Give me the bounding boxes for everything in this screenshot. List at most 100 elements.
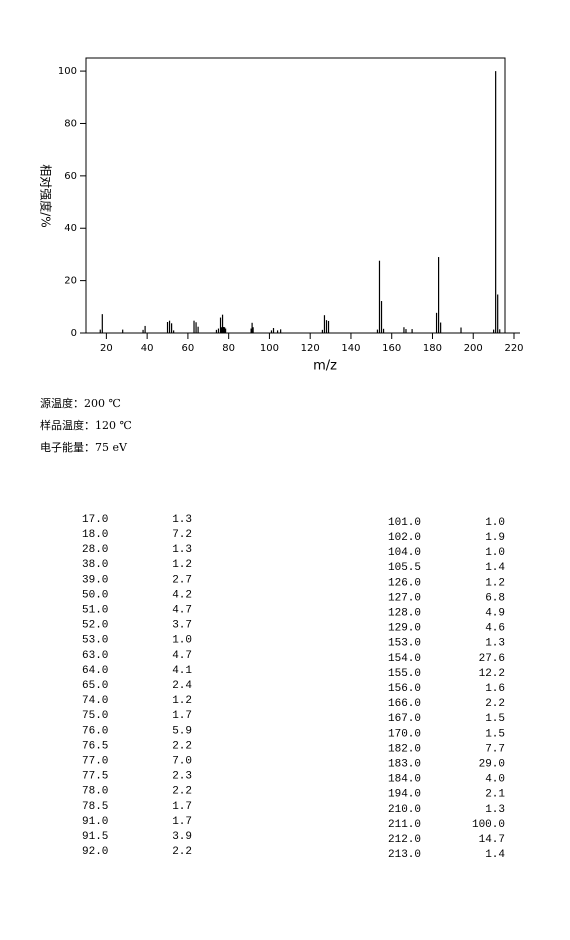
intensity-cell: 4.1 — [172, 665, 192, 677]
intensity-cell: 12.2 — [479, 668, 505, 680]
intensity-cell: 1.3 — [172, 514, 192, 526]
intensity-cell: 1.3 — [485, 804, 505, 816]
mass-cell: 183.0 — [388, 759, 421, 771]
mass-cell: 167.0 — [388, 713, 421, 725]
x-tick-label: 160 — [382, 343, 401, 354]
mass-cell: 213.0 — [388, 849, 421, 861]
mass-cell: 91.0 — [82, 816, 108, 828]
condition: 电子能量：75 eV — [40, 440, 128, 454]
x-axis-label: m/z — [313, 359, 337, 374]
intensity-cell: 2.2 — [485, 698, 505, 710]
intensity-cell: 7.0 — [172, 756, 192, 768]
intensity-cell: 1.2 — [172, 695, 192, 707]
mass-cell: 211.0 — [388, 819, 421, 831]
x-tick-label: 60 — [182, 343, 195, 354]
mass-cell: 166.0 — [388, 698, 421, 710]
mass-cell: 126.0 — [388, 577, 421, 589]
y-tick-label: 100 — [58, 66, 77, 77]
x-tick-label: 120 — [301, 343, 320, 354]
intensity-cell: 1.5 — [485, 713, 505, 725]
mass-cell: 65.0 — [82, 680, 108, 692]
mass-cell: 51.0 — [82, 605, 108, 617]
intensity-cell: 4.2 — [172, 589, 192, 601]
condition: 源温度：200 ℃ — [40, 396, 121, 410]
mass-cell: 212.0 — [388, 834, 421, 846]
mass-cell: 184.0 — [388, 774, 421, 786]
mass-cell: 127.0 — [388, 592, 421, 604]
mass-cell: 101.0 — [388, 517, 421, 529]
intensity-cell: 2.2 — [172, 786, 192, 798]
intensity-cell: 1.4 — [485, 562, 505, 574]
x-tick-label: 100 — [260, 343, 279, 354]
mass-cell: 63.0 — [82, 650, 108, 662]
x-tick-label: 180 — [423, 343, 442, 354]
intensity-cell: 1.7 — [172, 710, 192, 722]
intensity-cell: 1.0 — [485, 547, 505, 559]
intensity-cell: 4.7 — [172, 605, 192, 617]
intensity-cell: 6.8 — [485, 592, 505, 604]
mass-cell: 92.0 — [82, 846, 108, 858]
intensity-cell: 2.2 — [172, 740, 192, 752]
mass-cell: 17.0 — [82, 514, 108, 526]
x-tick-label: 200 — [464, 343, 483, 354]
intensity-cell: 3.9 — [172, 831, 192, 843]
mass-cell: 91.5 — [82, 831, 108, 843]
x-tick-label: 40 — [141, 343, 154, 354]
intensity-cell: 2.1 — [485, 789, 505, 801]
intensity-cell: 1.7 — [172, 801, 192, 813]
mass-cell: 74.0 — [82, 695, 108, 707]
intensity-cell: 1.5 — [485, 728, 505, 740]
y-tick-label: 40 — [64, 223, 77, 234]
intensity-cell: 27.6 — [479, 653, 505, 665]
mass-cell: 156.0 — [388, 683, 421, 695]
mass-cell: 102.0 — [388, 532, 421, 544]
mass-cell: 104.0 — [388, 547, 421, 559]
intensity-cell: 2.2 — [172, 846, 192, 858]
mass-cell: 76.0 — [82, 725, 108, 737]
mass-cell: 77.0 — [82, 756, 108, 768]
mass-cell: 64.0 — [82, 665, 108, 677]
intensity-cell: 2.7 — [172, 574, 192, 586]
intensity-cell: 7.2 — [172, 529, 192, 541]
intensity-cell: 14.7 — [479, 834, 505, 846]
intensity-cell: 2.3 — [172, 771, 192, 783]
mass-cell: 78.0 — [82, 786, 108, 798]
x-tick-label: 140 — [341, 343, 360, 354]
mass-cell: 75.0 — [82, 710, 108, 722]
mass-cell: 210.0 — [388, 804, 421, 816]
mass-cell: 129.0 — [388, 623, 421, 635]
intensity-cell: 1.3 — [172, 544, 192, 556]
intensity-cell: 1.9 — [485, 532, 505, 544]
intensity-cell: 2.4 — [172, 680, 192, 692]
intensity-cell: 5.9 — [172, 725, 192, 737]
intensity-cell: 7.7 — [485, 743, 505, 755]
mass-cell: 154.0 — [388, 653, 421, 665]
mass-cell: 50.0 — [82, 589, 108, 601]
x-tick-label: 220 — [504, 343, 523, 354]
mass-cell: 105.5 — [388, 562, 421, 574]
intensity-cell: 4.7 — [172, 650, 192, 662]
mass-cell: 39.0 — [82, 574, 108, 586]
y-axis-label: 相对强度/% — [39, 164, 54, 227]
intensity-cell: 1.7 — [172, 816, 192, 828]
mass-cell: 155.0 — [388, 668, 421, 680]
mass-cell: 78.5 — [82, 801, 108, 813]
mass-cell: 38.0 — [82, 559, 108, 571]
intensity-cell: 4.9 — [485, 608, 505, 620]
y-tick-label: 60 — [64, 171, 77, 182]
mass-cell: 53.0 — [82, 635, 108, 647]
intensity-cell: 1.3 — [485, 638, 505, 650]
mass-cell: 182.0 — [388, 743, 421, 755]
intensity-cell: 1.2 — [485, 577, 505, 589]
intensity-cell: 1.0 — [485, 517, 505, 529]
mass-cell: 28.0 — [82, 544, 108, 556]
mass-cell: 194.0 — [388, 789, 421, 801]
mass-cell: 77.5 — [82, 771, 108, 783]
mass-cell: 76.5 — [82, 740, 108, 752]
intensity-cell: 29.0 — [479, 759, 505, 771]
mass-cell: 52.0 — [82, 620, 108, 632]
x-tick-label: 80 — [222, 343, 235, 354]
intensity-cell: 1.2 — [172, 559, 192, 571]
intensity-cell: 4.0 — [485, 774, 505, 786]
